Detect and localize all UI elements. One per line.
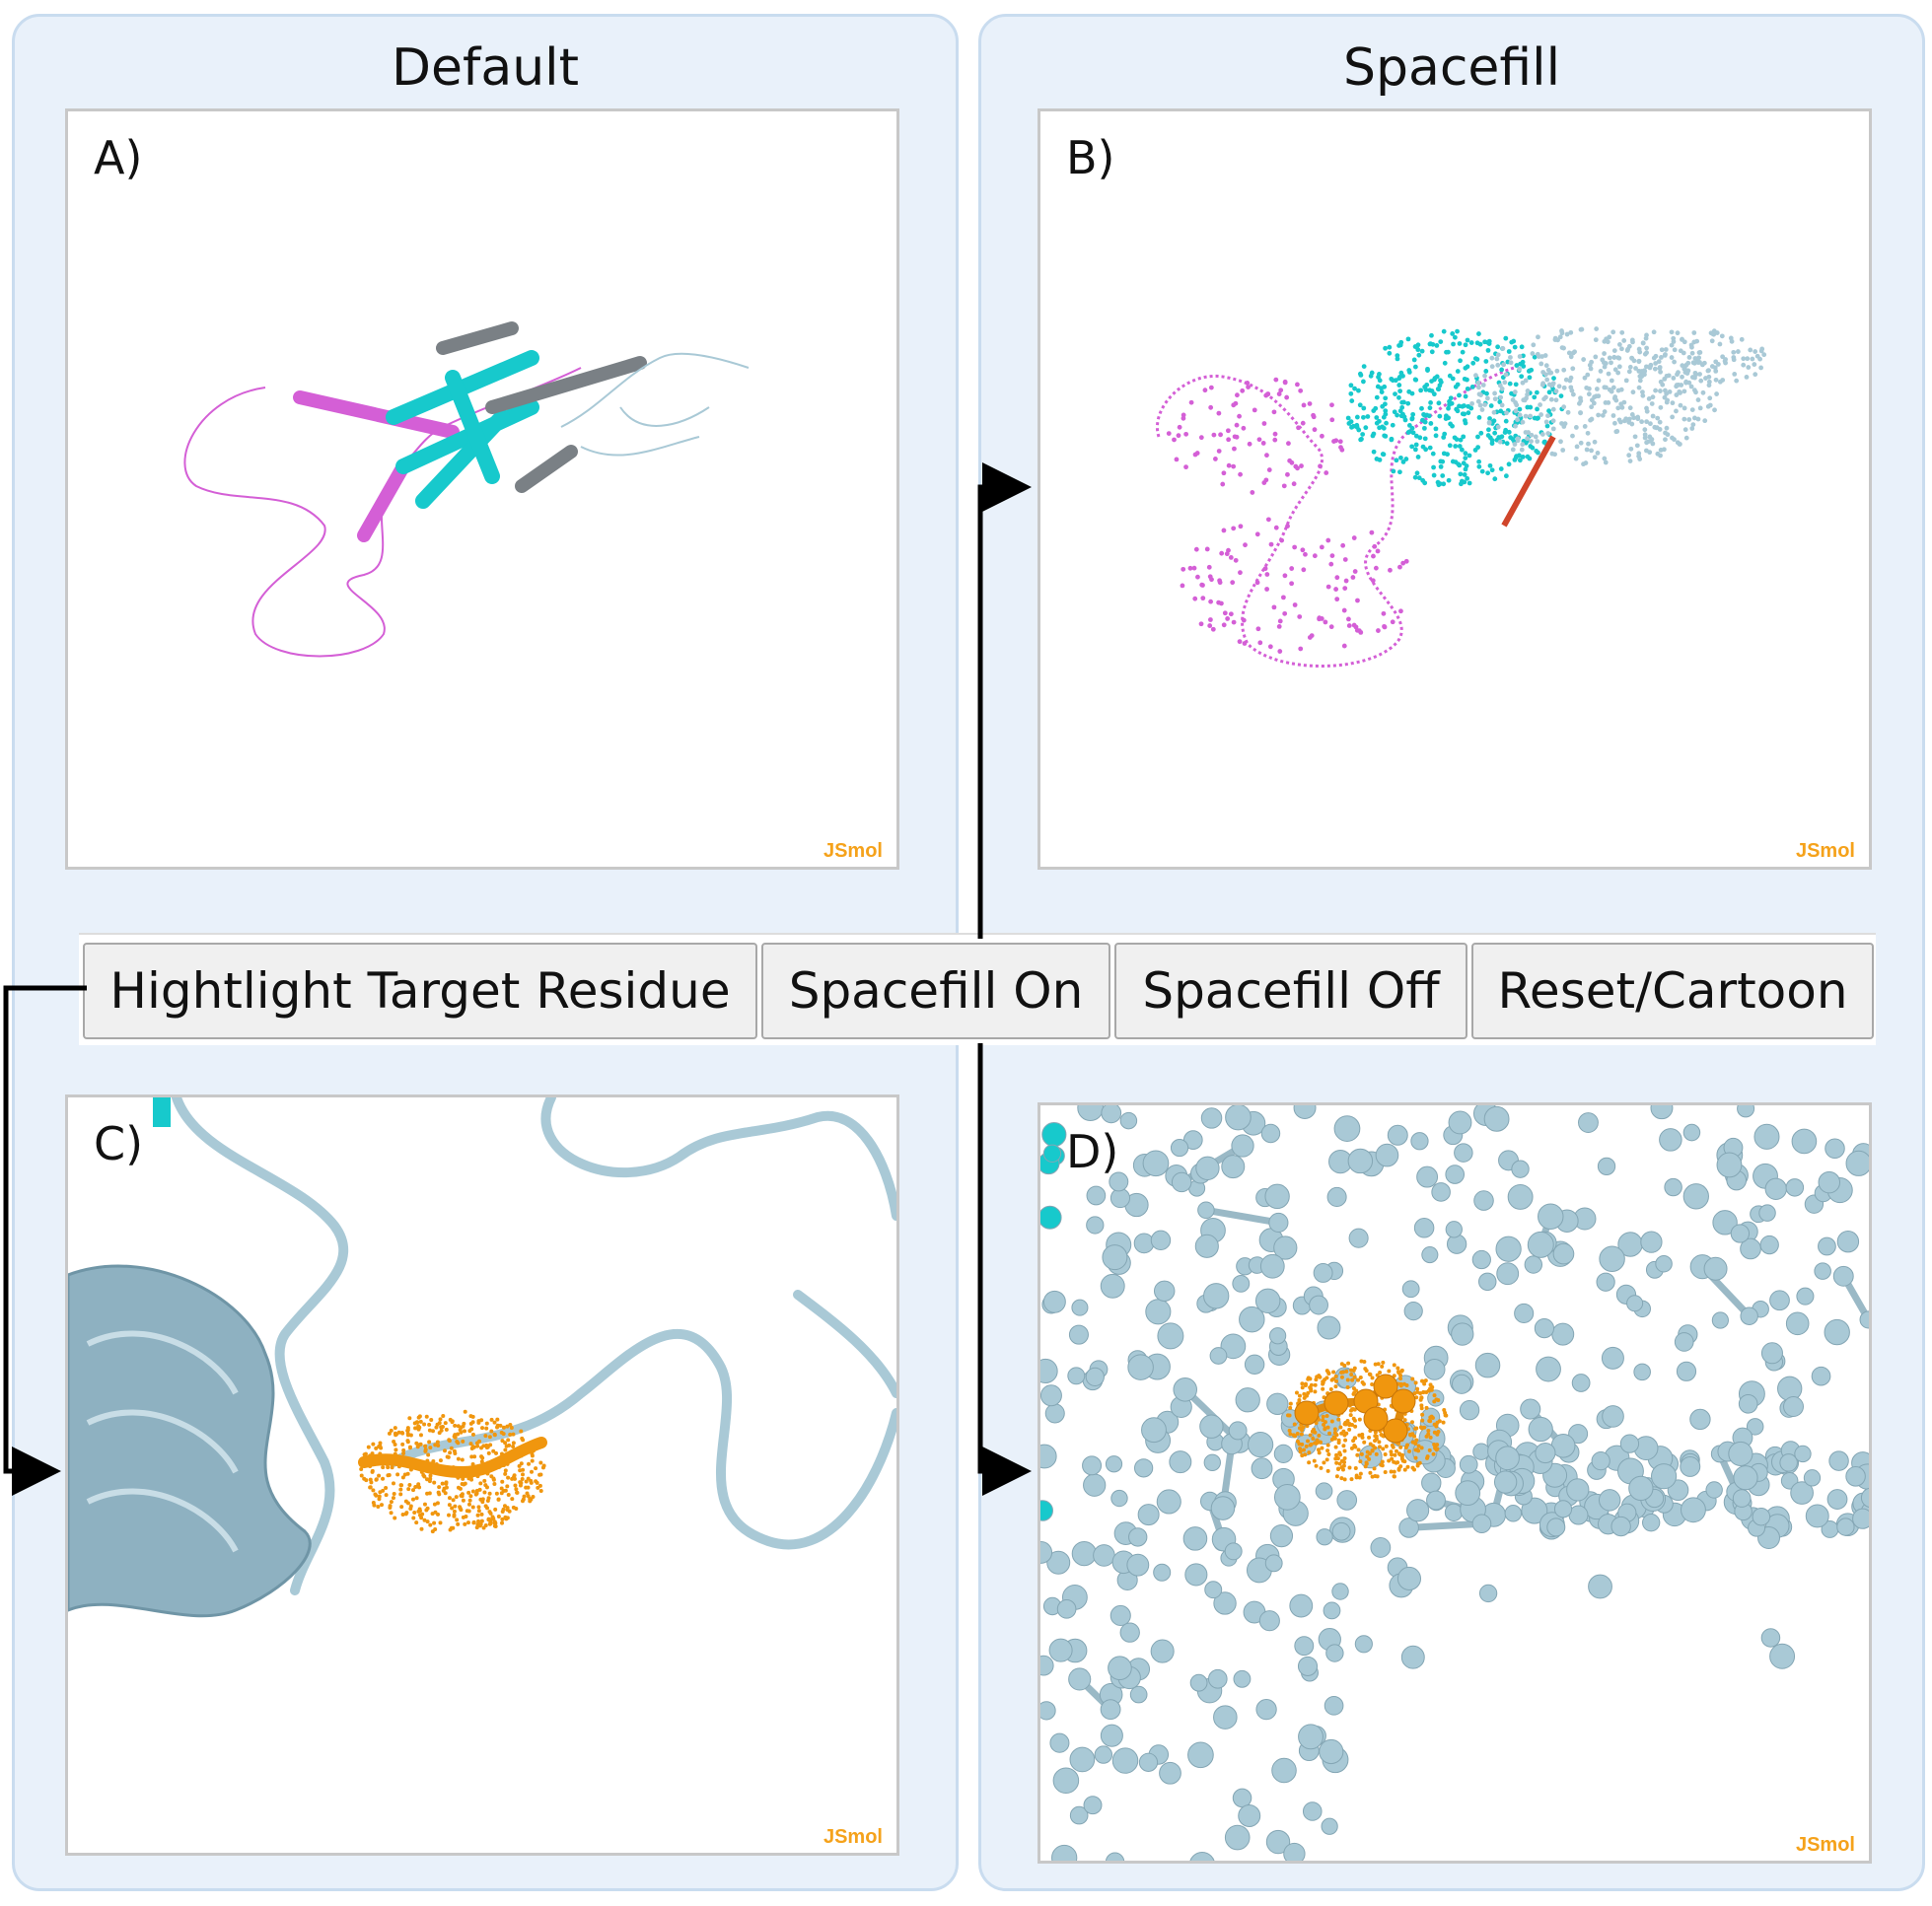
jsmol-watermark-d: JSmol bbox=[1796, 1834, 1855, 1857]
reset-cartoon-button[interactable]: Reset/Cartoon bbox=[1471, 943, 1874, 1039]
spacefill-column-title: Spacefill bbox=[981, 38, 1922, 98]
spacefill-off-button[interactable]: Spacefill Off bbox=[1114, 943, 1467, 1039]
jsmol-watermark-c: JSmol bbox=[823, 1826, 883, 1849]
cartoon-overview-graphic bbox=[68, 111, 899, 870]
panel-label-c: C) bbox=[94, 1117, 143, 1170]
jsmol-viewer-c[interactable]: C) JSmol bbox=[65, 1094, 899, 1856]
spacefill-zoom-graphic bbox=[1040, 1105, 1872, 1864]
jsmol-viewer-d[interactable]: D) JSmol bbox=[1038, 1102, 1872, 1864]
highlight-target-residue-button[interactable]: Hightlight Target Residue bbox=[83, 943, 757, 1039]
panel-label-b: B) bbox=[1066, 131, 1115, 184]
jsmol-watermark-b: JSmol bbox=[1796, 840, 1855, 863]
spacefill-on-button[interactable]: Spacefill On bbox=[761, 943, 1110, 1039]
panel-label-d: D) bbox=[1066, 1125, 1118, 1178]
jsmol-watermark-a: JSmol bbox=[823, 840, 883, 863]
jsmol-viewer-b[interactable]: B) JSmol bbox=[1038, 108, 1872, 870]
default-column-title: Default bbox=[15, 38, 956, 98]
jsmol-viewer-a[interactable]: A) JSmol bbox=[65, 108, 899, 870]
jsmol-control-bar: Hightlight Target Residue Spacefill On S… bbox=[79, 933, 1876, 1045]
spacefill-overview-graphic bbox=[1040, 111, 1872, 870]
cartoon-zoom-graphic bbox=[68, 1097, 899, 1856]
panel-label-a: A) bbox=[94, 131, 142, 184]
